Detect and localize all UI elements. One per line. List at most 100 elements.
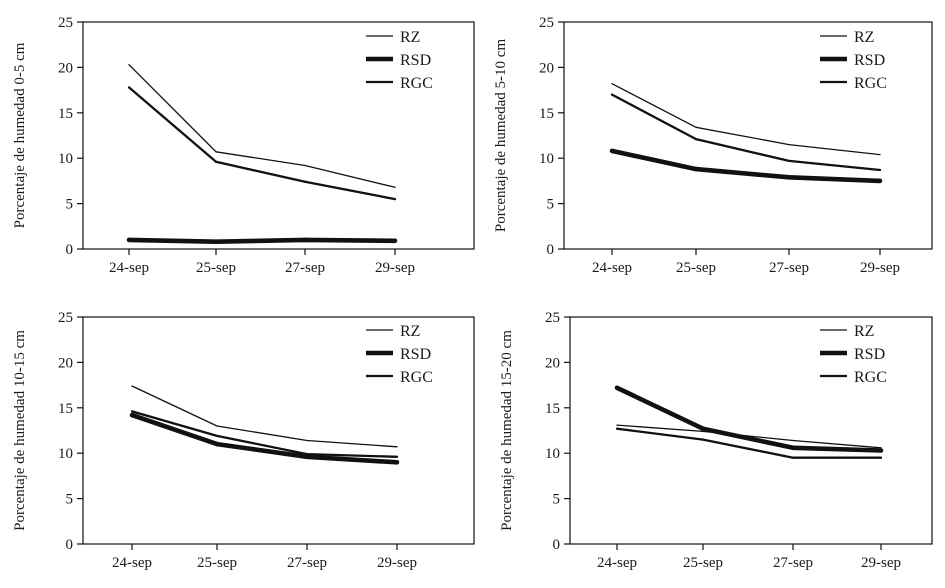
- legend-label-rsd: RSD: [400, 346, 431, 363]
- data-point-rz: [215, 151, 217, 153]
- series-line-rgc: [128, 86, 396, 201]
- chart-panel-1: 0 5 10 15 20 25 24-sep 25-sep 27-sep 29-sep Porcen…: [12, 15, 475, 276]
- y-tick-label: 25: [539, 15, 554, 31]
- x-tick-label: 27-sep: [769, 260, 809, 276]
- chart-panel-2: 0 5 10 15 20 25 24-sep 25-sep 27-sep 29-sep Porcen…: [493, 15, 933, 276]
- chart-panel-3: 0 5 10 15 20 25 24-sep 25-sep 27-sep 29-sep Porcen…: [12, 310, 475, 571]
- y-axis-title: Porcentaje de humedad 5-10 cm: [493, 39, 509, 233]
- series-line-rsd: [616, 385, 882, 453]
- y-tick-label: 25: [545, 310, 560, 326]
- data-point-rsd: [214, 441, 220, 447]
- data-point-rsd: [693, 166, 699, 172]
- data-point-rz: [695, 126, 697, 128]
- data-point-rgc: [701, 438, 705, 441]
- y-tick-label: 25: [58, 310, 73, 326]
- x-tick-label: 29-sep: [861, 555, 901, 571]
- x-tick-label: 25-sep: [196, 260, 236, 276]
- data-point-rz: [306, 439, 308, 442]
- legend: RZ RSD RGC: [820, 29, 887, 92]
- data-point-rgc: [215, 434, 219, 438]
- data-point-rgc: [694, 137, 698, 141]
- data-point-rgc: [130, 410, 134, 413]
- plot-frame: [82, 21, 475, 250]
- y-tick-label: 20: [58, 355, 73, 371]
- y-tick-label: 0: [553, 537, 561, 553]
- y-axis-title: Porcentaje de humedad 15-20 cm: [499, 330, 515, 531]
- y-tick-label: 20: [539, 60, 554, 76]
- y-axis-title: Porcentaje de humedad 0-5 cm: [12, 42, 28, 228]
- data-point-rgc: [393, 197, 397, 201]
- y-tick-label: 5: [547, 197, 555, 213]
- x-tick-label: 25-sep: [197, 555, 237, 571]
- data-point-rsd: [126, 237, 132, 243]
- y-tick-label: 20: [58, 60, 73, 76]
- data-point-rsd: [394, 460, 400, 465]
- x-tick-label: 27-sep: [285, 260, 325, 276]
- data-point-rz: [128, 64, 130, 66]
- data-point-rz: [304, 164, 306, 167]
- y-tick-label: 15: [539, 106, 554, 122]
- legend: RZ RSD RGC: [366, 29, 433, 92]
- y-tick-label: 20: [545, 355, 560, 371]
- legend-label-rz: RZ: [854, 29, 874, 46]
- y-tick-label: 10: [58, 151, 73, 167]
- y-tick-label: 0: [547, 242, 555, 258]
- series-line-rz: [611, 83, 881, 156]
- data-point-rgc: [303, 180, 307, 183]
- y-tick-label: 10: [545, 446, 560, 462]
- data-point-rsd: [877, 178, 883, 184]
- data-point-rgc: [615, 427, 619, 430]
- legend: RZ RSD RGC: [820, 323, 887, 386]
- x-tick-label: 29-sep: [860, 260, 900, 276]
- plot-frame: [569, 316, 933, 545]
- data-point-rgc: [214, 160, 218, 163]
- data-point-rz: [131, 385, 133, 387]
- legend-label-rgc: RGC: [854, 369, 887, 386]
- data-point-rgc: [878, 168, 882, 172]
- data-point-rz: [396, 446, 398, 448]
- series-line-rgc: [131, 410, 398, 458]
- legend-label-rgc: RGC: [854, 75, 887, 92]
- data-point-rsd: [614, 385, 620, 391]
- data-point-rz: [611, 83, 613, 85]
- series-line-rz: [131, 385, 398, 448]
- legend-label-rz: RZ: [400, 29, 420, 46]
- data-point-rgc: [395, 455, 399, 458]
- data-point-rz: [879, 153, 881, 156]
- legend-label-rz: RZ: [400, 323, 420, 340]
- x-tick-label: 24-sep: [112, 555, 152, 571]
- y-tick-label: 0: [66, 537, 74, 553]
- series-line-rgc: [611, 93, 881, 172]
- data-point-rsd: [304, 454, 310, 460]
- x-tick-label: 24-sep: [597, 555, 637, 571]
- series-line-rsd: [131, 412, 398, 465]
- x-tick-label: 27-sep: [287, 555, 327, 571]
- legend-label-rz: RZ: [854, 323, 874, 340]
- y-tick-label: 15: [58, 106, 73, 122]
- data-point-rsd: [878, 448, 884, 453]
- x-tick-label: 25-sep: [683, 555, 723, 571]
- x-tick-label: 27-sep: [773, 555, 813, 571]
- y-tick-label: 5: [66, 197, 74, 213]
- data-point-rsd: [790, 445, 796, 451]
- y-tick-label: 5: [66, 492, 74, 508]
- y-tick-label: 15: [545, 401, 560, 417]
- data-point-rsd: [129, 412, 135, 418]
- data-point-rgc: [127, 86, 131, 89]
- data-point-rz: [880, 447, 882, 449]
- plot-frame: [563, 21, 933, 250]
- y-tick-label: 15: [58, 401, 73, 417]
- data-point-rgc: [305, 452, 309, 456]
- y-tick-label: 10: [539, 151, 554, 167]
- data-point-rz: [394, 186, 396, 188]
- x-tick-label: 29-sep: [377, 555, 417, 571]
- x-tick-label: 29-sep: [375, 260, 415, 276]
- legend-label-rsd: RSD: [854, 346, 885, 363]
- data-point-rz: [788, 143, 790, 146]
- series-line-rsd: [128, 237, 396, 244]
- y-tick-label: 5: [553, 492, 561, 508]
- data-point-rgc: [791, 456, 795, 459]
- series-line-rsd: [611, 148, 881, 184]
- y-tick-label: 25: [58, 15, 73, 31]
